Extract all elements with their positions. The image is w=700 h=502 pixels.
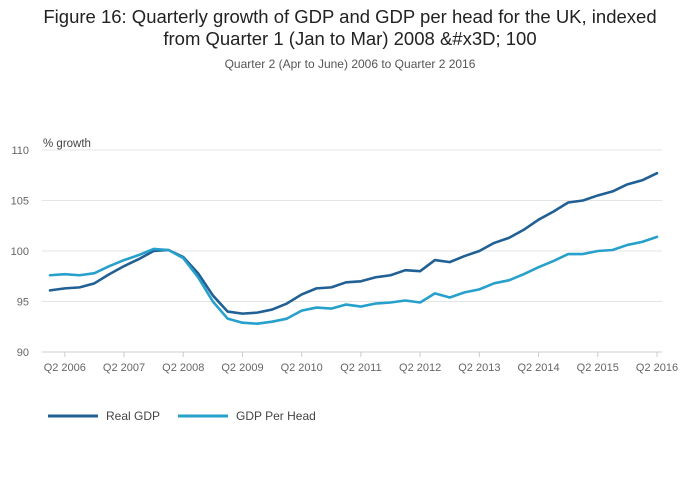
chart-subtitle: Quarter 2 (Apr to June) 2006 to Quarter … xyxy=(224,57,476,71)
series xyxy=(48,171,659,326)
chart-title-line1: Figure 16: Quarterly growth of GDP and G… xyxy=(43,6,657,27)
x-tick-label: Q2 2013 xyxy=(458,362,500,374)
x-tick-label: Q2 2011 xyxy=(340,362,381,374)
legend-label: GDP Per Head xyxy=(236,409,316,423)
series-line-real-gdp xyxy=(48,171,659,315)
y-tick-label: 90 xyxy=(17,347,29,359)
legend-item-gdp-per-head[interactable]: GDP Per Head xyxy=(178,409,316,423)
y-axis-title: % growth xyxy=(43,138,91,150)
legend-item-real-gdp[interactable]: Real GDP xyxy=(48,409,160,423)
x-tick-label: Q2 2008 xyxy=(162,362,204,374)
x-tick-label: Q2 2016 xyxy=(636,362,678,374)
x-tick-label: Q2 2014 xyxy=(517,362,559,374)
y-tick-label: 105 xyxy=(11,196,29,208)
y-tick-label: 100 xyxy=(11,246,29,258)
x-tick-label: Q2 2015 xyxy=(577,362,619,374)
y-tick-label: 95 xyxy=(17,297,29,309)
chart-title-line2: from Quarter 1 (Jan to Mar) 2008 &#x3D; … xyxy=(163,28,537,49)
chart-title: Figure 16: Quarterly growth of GDP and G… xyxy=(0,6,700,50)
x-tick-label: Q2 2010 xyxy=(281,362,323,374)
x-tick-label: Q2 2007 xyxy=(103,362,145,374)
legend-label: Real GDP xyxy=(106,409,160,423)
legend[interactable]: Real GDP GDP Per Head xyxy=(48,409,316,423)
series-line-gdp-per-head xyxy=(48,235,659,326)
y-tick-label: 110 xyxy=(11,145,29,157)
x-tick-label: Q2 2009 xyxy=(221,362,263,374)
x-tick-label: Q2 2012 xyxy=(399,362,441,374)
gridlines xyxy=(42,149,662,302)
axes: 90 95 100 105 110 Q2 2006 Q2 2007 Q2 2008 Q2 200… xyxy=(11,145,678,374)
x-tick-label: Q2 2006 xyxy=(44,362,86,374)
